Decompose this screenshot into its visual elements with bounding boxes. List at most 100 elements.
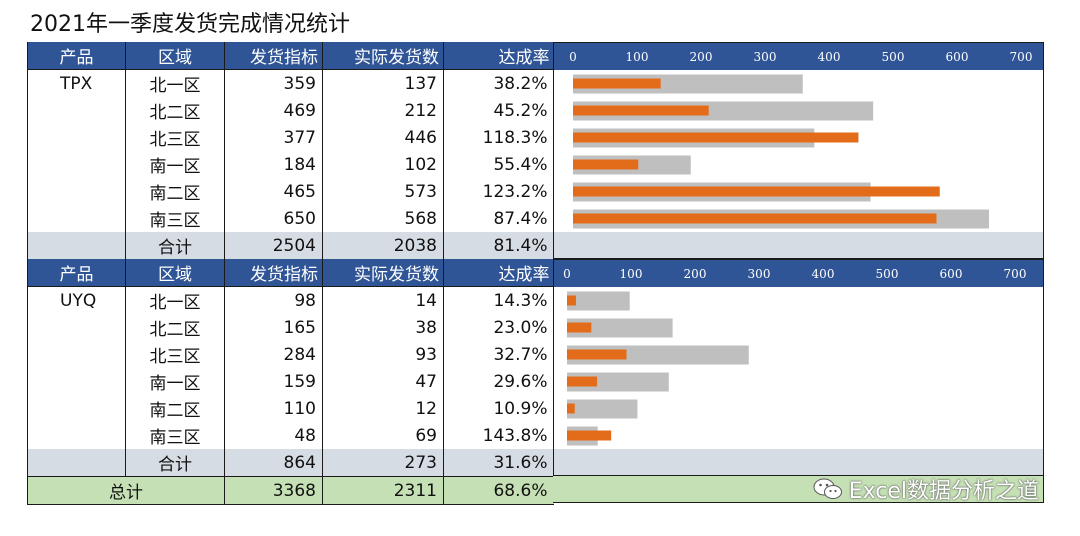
actual-cell: 137 [322,69,444,97]
header-region: 区域 [125,259,225,287]
chart-tpx-svg: 0 100 200 300 400 500 600 700 [554,43,1043,258]
axis-tick-label: 300 [754,50,777,64]
header-rate: 达成率 [443,259,554,287]
product-cell-empty [27,205,126,232]
watermark: Excel数据分析之道 [813,476,1039,504]
actual-bar [567,295,576,306]
subtotal-target: 864 [224,449,323,477]
table-row: 南三区 48 69 143.8% [27,422,554,449]
product-cell-empty [27,97,126,124]
chart-subtotal-band [554,449,1043,475]
subtotal-rate: 31.6% [443,449,554,477]
subtotal-row: 合计 864 273 31.6% [27,449,554,477]
product-cell-empty [27,178,126,205]
chart-uyq-svg: 0 100 200 300 400 500 600 700 [554,260,1043,475]
target-cell: 469 [224,97,323,124]
grand-total-actual: 2311 [322,476,444,505]
target-cell: 650 [224,205,323,232]
rate-cell: 87.4% [443,205,554,232]
table-row: 北三区 284 93 32.7% [27,341,554,368]
watermark-text: Excel数据分析之道 [848,479,1039,504]
actual-cell: 573 [322,178,444,205]
chart-header-band [554,43,1043,70]
actual-cell: 568 [322,205,444,232]
product-cell-empty [27,422,126,449]
actual-bar [573,159,639,170]
actual-bar [567,403,575,414]
actual-cell: 47 [322,368,444,395]
axis-tick-label: 400 [818,50,841,64]
chart-tpx: 0 100 200 300 400 500 600 700 [553,42,1044,259]
region-cell: 南三区 [125,422,225,449]
rate-cell: 123.2% [443,178,554,205]
region-cell: 南二区 [125,178,225,205]
axis-tick-label: 100 [626,50,649,64]
product-cell-empty [27,232,126,259]
axis-tick-label: 200 [684,267,707,281]
axis-tick-label: 300 [748,267,771,281]
table-row: 南三区 650 568 87.4% [27,205,554,232]
target-bar [567,399,638,419]
grand-total-target: 3368 [224,476,323,505]
target-cell: 110 [224,395,323,422]
axis-tick-label: 500 [876,267,899,281]
target-cell: 284 [224,341,323,368]
actual-cell: 446 [322,124,444,151]
subtotal-row: 合计 2504 2038 81.4% [27,232,554,259]
axis-tick-label: 0 [569,50,577,64]
header-row: 产品 区域 发货指标 实际发货数 达成率 [27,42,554,70]
actual-cell: 102 [322,151,444,178]
actual-cell: 14 [322,286,444,314]
page-title: 2021年一季度发货完成情况统计 [30,12,350,37]
axis-tick-label: 700 [1004,267,1027,281]
rate-cell: 29.6% [443,368,554,395]
product-cell-empty [27,314,126,341]
actual-cell: 38 [322,314,444,341]
header-product: 产品 [27,259,126,287]
actual-bar [573,213,937,224]
rate-cell: 14.3% [443,286,554,314]
subtotal-label: 合计 [125,232,225,259]
actual-cell: 212 [322,97,444,124]
rate-cell: 55.4% [443,151,554,178]
axis-tick-label: 600 [940,267,963,281]
actual-bar [573,78,661,89]
header-row: 产品 区域 发货指标 实际发货数 达成率 [27,259,554,287]
region-cell: 南一区 [125,151,225,178]
rate-cell: 45.2% [443,97,554,124]
product-name: UYQ [27,286,126,314]
grand-total-row: 总计 3368 2311 68.6% [27,476,554,505]
target-bar [567,291,630,311]
region-cell: 北二区 [125,97,225,124]
rate-cell: 23.0% [443,314,554,341]
actual-bar [573,132,859,143]
rate-cell: 38.2% [443,69,554,97]
rate-cell: 143.8% [443,422,554,449]
target-cell: 184 [224,151,323,178]
target-cell: 359 [224,69,323,97]
axis-tick-label: 100 [620,267,643,281]
chart-uyq: 0 100 200 300 400 500 600 700 [553,259,1044,476]
target-cell: 165 [224,314,323,341]
wechat-icon [813,478,842,499]
actual-bar [573,105,709,116]
target-cell: 377 [224,124,323,151]
actual-bar [567,376,598,387]
subtotal-target: 2504 [224,232,323,259]
actual-cell: 12 [322,395,444,422]
region-cell: 北一区 [125,69,225,97]
axis-tick-label: 400 [812,267,835,281]
actual-cell: 93 [322,341,444,368]
region-cell: 北二区 [125,314,225,341]
target-cell: 465 [224,178,323,205]
table-row: 南一区 159 47 29.6% [27,368,554,395]
product-cell-empty [27,341,126,368]
chart-header-band [554,260,1043,287]
product-cell-empty [27,395,126,422]
product-name: TPX [27,69,126,97]
table-row: 北二区 469 212 45.2% [27,97,554,124]
subtotal-actual: 2038 [322,232,444,259]
product-cell-empty [27,124,126,151]
subtotal-actual: 273 [322,449,444,477]
subtotal-label: 合计 [125,449,225,477]
